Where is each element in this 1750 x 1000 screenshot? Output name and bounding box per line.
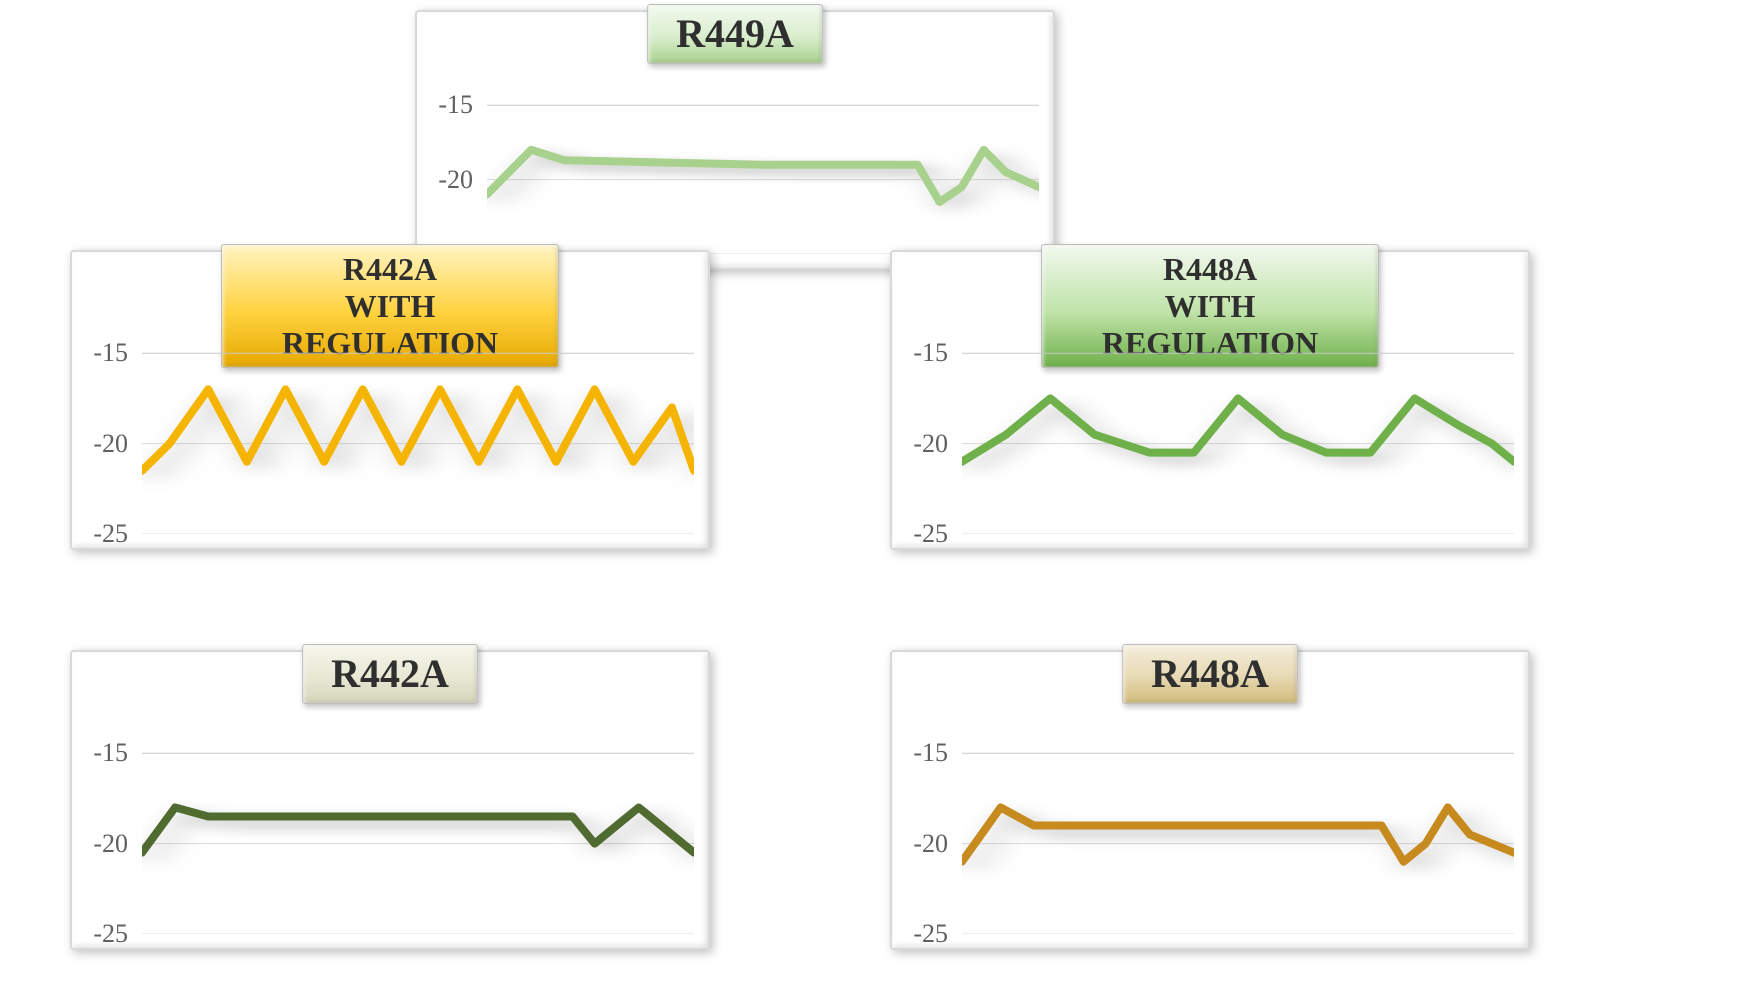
y-tick-label: -15	[913, 738, 948, 768]
plot-area	[142, 308, 694, 534]
y-axis-labels: -15-20-25	[892, 708, 954, 934]
y-tick-label: -20	[913, 829, 948, 859]
panel-title: R448A	[1122, 644, 1298, 704]
chart-svg	[962, 708, 1514, 934]
y-axis-labels: -15-20-25	[72, 308, 134, 534]
plot-area	[487, 68, 1039, 254]
panel-r442a: R442A-15-20-25	[70, 650, 710, 950]
chart-svg	[487, 68, 1039, 254]
y-tick-label: -15	[93, 338, 128, 368]
series-line	[962, 398, 1514, 461]
y-axis-labels: -15-20-25	[892, 308, 954, 534]
y-tick-label: -25	[93, 519, 128, 549]
y-axis-labels: -15-20-25	[72, 708, 134, 934]
y-tick-label: -20	[438, 165, 473, 195]
panel-r448a_reg: R448AWITH REGULATION-15-20-25	[890, 250, 1530, 550]
series-line	[142, 807, 694, 852]
series-line	[142, 389, 694, 470]
y-tick-label: -15	[438, 90, 473, 120]
series-line	[487, 150, 1039, 202]
y-axis-labels: -15-20-25	[417, 68, 479, 254]
panel-r442a_reg: R442AWITH REGULATION-15-20-25	[70, 250, 710, 550]
y-tick-label: -20	[93, 829, 128, 859]
series-line	[962, 807, 1514, 861]
panel-r449a: R449A-15-20-25	[415, 10, 1055, 270]
plot-area	[962, 308, 1514, 534]
panel-title: R449A	[647, 4, 823, 64]
y-tick-label: -25	[93, 919, 128, 949]
y-tick-label: -20	[913, 429, 948, 459]
chart-svg	[142, 308, 694, 534]
y-tick-label: -15	[913, 338, 948, 368]
plot-area	[962, 708, 1514, 934]
y-tick-label: -15	[93, 738, 128, 768]
plot-area	[142, 708, 694, 934]
chart-svg	[142, 708, 694, 934]
y-tick-label: -25	[913, 919, 948, 949]
y-tick-label: -20	[93, 429, 128, 459]
y-tick-label: -25	[913, 519, 948, 549]
chart-svg	[962, 308, 1514, 534]
panel-r448a: R448A-15-20-25	[890, 650, 1530, 950]
panel-title: R442A	[302, 644, 478, 704]
